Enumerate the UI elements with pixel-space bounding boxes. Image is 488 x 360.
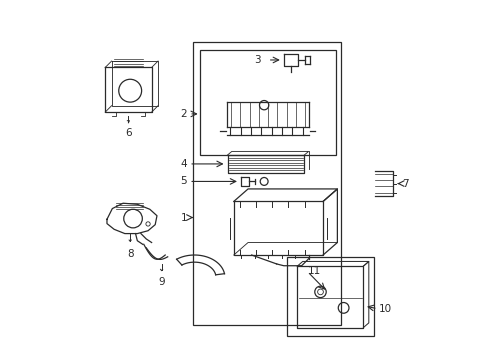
Text: 7: 7 — [401, 179, 408, 189]
Bar — [192, 42, 340, 325]
Text: 9: 9 — [158, 277, 164, 287]
Text: 6: 6 — [125, 128, 131, 138]
Text: 5: 5 — [180, 176, 187, 186]
Text: 8: 8 — [126, 249, 133, 258]
Text: 4: 4 — [180, 159, 187, 169]
Bar — [200, 50, 335, 155]
Text: 11: 11 — [307, 266, 321, 276]
Text: 2: 2 — [180, 109, 187, 119]
Text: 1: 1 — [180, 212, 187, 222]
Text: 10: 10 — [378, 304, 391, 314]
Bar — [286, 257, 373, 337]
Text: 3: 3 — [253, 55, 260, 65]
